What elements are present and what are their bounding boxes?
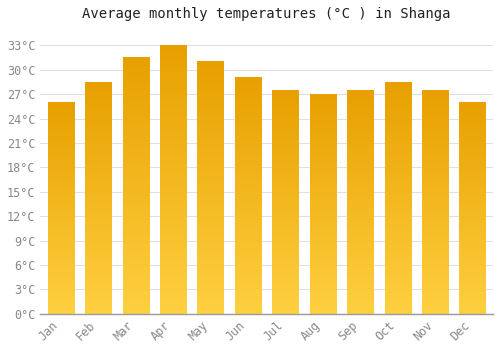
Title: Average monthly temperatures (°C ) in Shanga: Average monthly temperatures (°C ) in Sh… (82, 7, 451, 21)
